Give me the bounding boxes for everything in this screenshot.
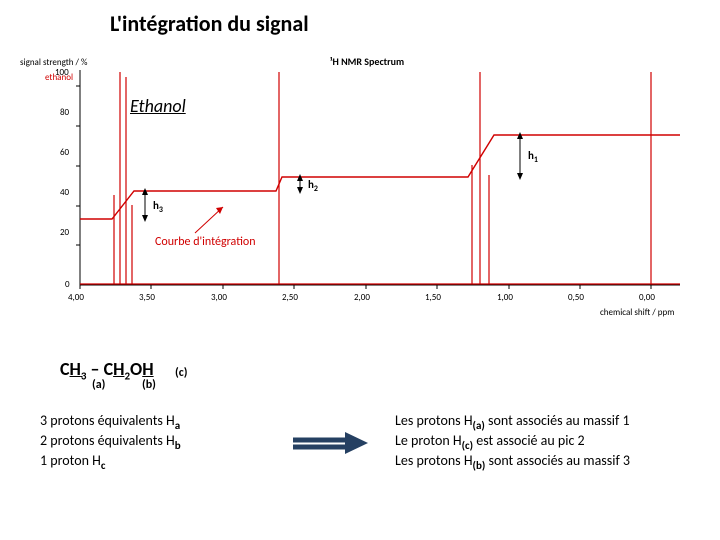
integration-curve	[80, 135, 680, 219]
svg-text:h1: h1	[528, 149, 538, 165]
svg-text:4,00: 4,00	[68, 292, 84, 303]
svg-text:1,50: 1,50	[425, 292, 441, 303]
page-title: L'intégration du signal	[110, 10, 309, 37]
arrow-icon	[290, 430, 370, 456]
svg-text:3,00: 3,00	[211, 292, 227, 303]
svg-text:1,00: 1,00	[497, 292, 513, 303]
x-axis-label: chemical shift / ppm	[600, 307, 674, 318]
label-b: (b)	[142, 378, 156, 392]
y-axis-label: signal strength / %	[20, 57, 88, 68]
svg-text:h3: h3	[153, 199, 163, 215]
molecule-formula: CH3 – CH2OH	[60, 358, 154, 383]
svg-text:0,00: 0,00	[639, 292, 655, 303]
svg-text:3,50: 3,50	[139, 292, 155, 303]
svg-text:20: 20	[60, 227, 70, 238]
svg-text:2,00: 2,00	[354, 292, 370, 303]
svg-text:2,50: 2,50	[282, 292, 298, 303]
svg-text:60: 60	[60, 147, 70, 158]
h3-arrow: h3	[142, 188, 163, 222]
explain-block: 3 protons équivalents Ha 2 protons équiv…	[40, 412, 181, 471]
label-c: (c)	[175, 366, 188, 380]
svg-text:0: 0	[65, 279, 70, 290]
ethanol-label: Ethanol	[130, 95, 186, 117]
integration-label: Courbe d'intégration	[155, 207, 256, 249]
h1-arrow: h1	[517, 132, 538, 180]
result-block: Les protons H(a) sont associés au massif…	[395, 412, 630, 471]
svg-text:Courbe d'intégration: Courbe d'intégration	[155, 235, 256, 249]
spectrum-title: ¹H NMR Spectrum	[330, 55, 404, 68]
label-a: (a)	[92, 378, 105, 392]
svg-text:100: 100	[55, 67, 69, 78]
svg-text:0,50: 0,50	[568, 292, 584, 303]
svg-text:h2: h2	[308, 178, 318, 194]
svg-text:40: 40	[60, 187, 70, 198]
nmr-spectrum: signal strength / % ¹H NMR Spectrum etha…	[20, 55, 700, 320]
svg-text:80: 80	[60, 107, 70, 118]
